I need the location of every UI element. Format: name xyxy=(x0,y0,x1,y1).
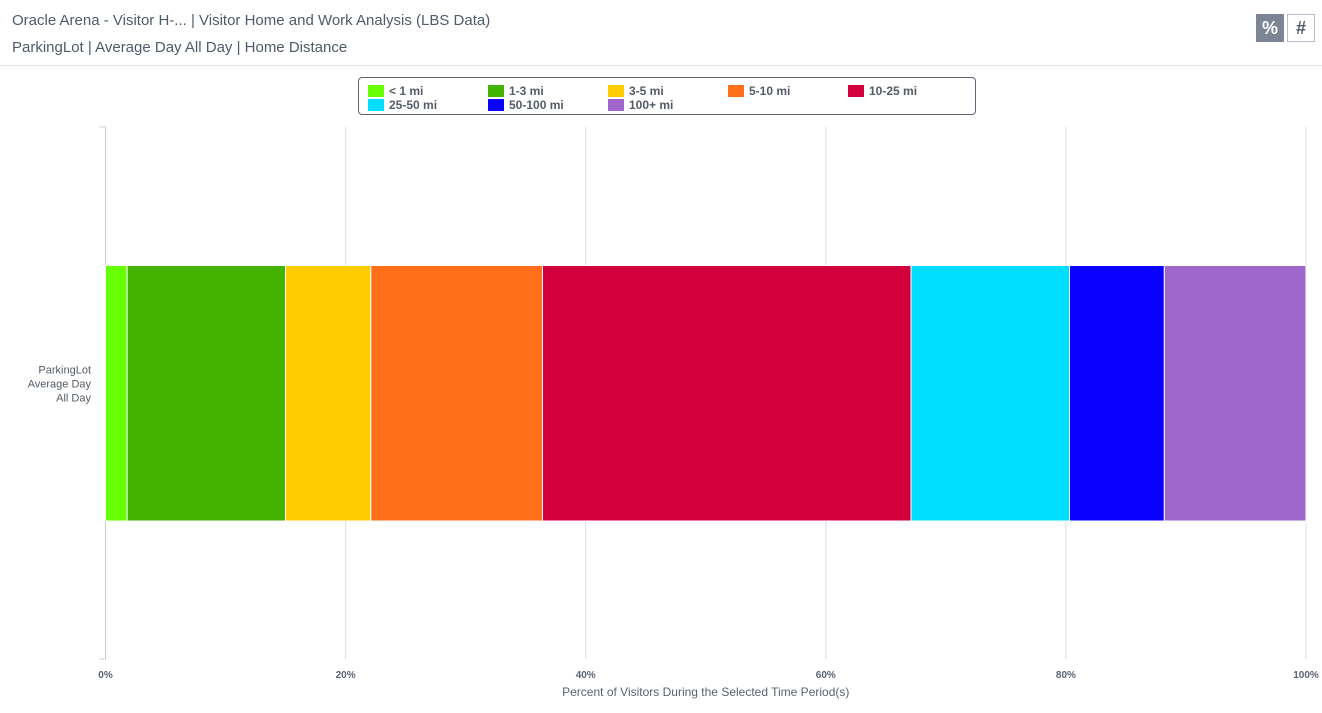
legend-swatch xyxy=(728,84,744,97)
bar-segment-1-mi xyxy=(105,265,128,522)
legend-label: 5-10 mi xyxy=(749,83,791,98)
x-tick-label: 80% xyxy=(1056,670,1076,681)
legend-label: < 1 mi xyxy=(389,83,424,98)
legend-item[interactable]: 1-3 mi xyxy=(488,83,544,98)
bar-segment-100-mi xyxy=(1163,265,1307,522)
bar-segment-1-3-mi xyxy=(126,265,287,522)
bar-segment-25-50-mi xyxy=(910,265,1071,522)
legend-swatch xyxy=(608,84,624,97)
legend-item[interactable]: 5-10 mi xyxy=(728,83,791,98)
bar-segment-50-100-mi xyxy=(1069,265,1165,522)
legend-item[interactable]: 10-25 mi xyxy=(848,83,918,98)
legend-item[interactable]: 25-50 mi xyxy=(368,97,438,112)
legend-label: 3-5 mi xyxy=(629,83,664,98)
x-axis-title: Percent of Visitors During the Selected … xyxy=(562,685,849,699)
bar-segment-5-10-mi xyxy=(370,265,543,522)
legend-label: 1-3 mi xyxy=(509,83,544,98)
y-category-label: All Day xyxy=(56,392,91,404)
chart-header: Oracle Arena - Visitor H-... | Visitor H… xyxy=(0,0,1322,66)
bar-segment-10-25-mi xyxy=(541,265,912,522)
chart-legend: < 1 mi 1-3 mi 3-5 mi 5-10 mi 10-25 mi 25-50 m… xyxy=(358,77,976,115)
legend-label: 25-50 mi xyxy=(389,97,438,112)
legend-label: 100+ mi xyxy=(629,97,674,112)
legend-swatch xyxy=(848,84,864,97)
legend-swatch xyxy=(488,98,504,111)
legend-swatch xyxy=(368,98,384,111)
legend-label: 50-100 mi xyxy=(509,97,564,112)
y-category-label: ParkingLot xyxy=(38,364,91,376)
chart-title: Oracle Arena - Visitor H-... | Visitor H… xyxy=(12,12,491,29)
legend-item[interactable]: 3-5 mi xyxy=(608,83,664,98)
x-tick-label: 100% xyxy=(1293,670,1319,681)
x-tick-label: 20% xyxy=(336,670,356,681)
percent-mode-button[interactable]: % xyxy=(1256,14,1284,42)
legend-swatch xyxy=(608,98,624,111)
legend-label: 10-25 mi xyxy=(869,83,918,98)
legend-item[interactable]: < 1 mi xyxy=(368,83,424,98)
count-mode-button[interactable]: # xyxy=(1287,14,1315,42)
x-tick-label: 0% xyxy=(98,670,113,681)
chart-subtitle: ParkingLot | Average Day All Day | Home … xyxy=(12,39,348,56)
bar-segment-3-5-mi xyxy=(285,265,372,522)
x-tick-label: 60% xyxy=(816,670,836,681)
legend-item[interactable]: 50-100 mi xyxy=(488,97,564,112)
legend-swatch xyxy=(368,84,384,97)
y-category-label: Average Day xyxy=(28,378,92,390)
x-tick-label: 40% xyxy=(576,670,596,681)
legend-item[interactable]: 100+ mi xyxy=(608,97,674,112)
legend-swatch xyxy=(488,84,504,97)
